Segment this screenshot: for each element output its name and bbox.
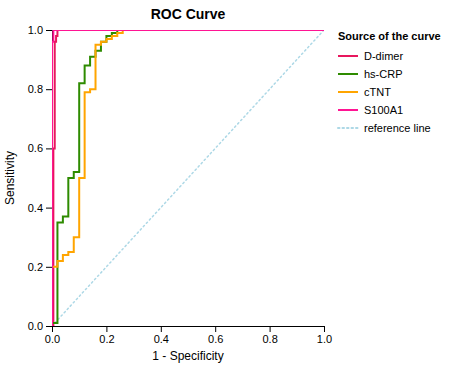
legend: Source of the curve D-dimer hs-CRP cTNT S100… (338, 30, 441, 134)
legend-swatch (338, 91, 358, 93)
tick-label: 0.6 (208, 333, 223, 345)
tick: 0.0 (45, 326, 60, 345)
tick-mark (106, 326, 107, 332)
lines (52, 30, 324, 326)
tick-label: 0.8 (28, 83, 43, 95)
title: ROC Curve (151, 6, 226, 22)
legend-label: cTNT (364, 86, 391, 98)
tick-label: 1.0 (28, 24, 43, 36)
tick-mark (270, 326, 271, 332)
legend-label: D-dimer (364, 50, 403, 62)
legend-label: hs-CRP (364, 68, 403, 80)
tick-mark (46, 326, 52, 327)
legend-item: reference line (338, 122, 431, 134)
tick-mark (46, 208, 52, 209)
legend-swatch (338, 73, 358, 75)
legend-label: S100A1 (364, 104, 403, 116)
legend-item: D-dimer (338, 50, 403, 62)
x-axis: 0.0 0.2 0.4 0.6 0.8 1.0 (45, 326, 332, 345)
plot: 0.0 0.2 0.4 0.6 0.8 1.0 0.0 0.2 0.4 0.6 0.8 1.0 (28, 24, 332, 345)
tick-label: 0.2 (99, 333, 114, 345)
line (52, 30, 324, 326)
tick-mark (46, 89, 52, 90)
tick: 1.0 (317, 326, 332, 345)
chart: 0.0 0.2 0.4 0.6 0.8 1.0 0.0 0.2 0.4 0.6 0.8 1.0 ROC … (0, 0, 474, 368)
tick-label: 0.8 (262, 333, 277, 345)
tick-label: 0.0 (45, 333, 60, 345)
axis-line (53, 327, 325, 333)
legend-label: reference line (364, 122, 431, 134)
tick-label: 0.4 (28, 202, 43, 214)
y-axis: 0.0 0.2 0.4 0.6 0.8 1.0 (28, 24, 53, 332)
tick: 0.2 (28, 261, 52, 273)
legend-swatch (338, 55, 358, 57)
line (52, 30, 324, 326)
tick: 0.4 (154, 326, 169, 345)
tick-label: 1.0 (317, 333, 332, 345)
line (52, 30, 324, 326)
line (52, 30, 324, 326)
axis-line (46, 31, 53, 327)
legend-item: S100A1 (338, 104, 403, 116)
tick-mark (161, 326, 162, 332)
y-axis-title: Sensitivity (3, 151, 17, 205)
tick-label: 0.4 (154, 333, 169, 345)
tick-mark (46, 148, 52, 149)
x-axis-title: 1 - Specificity (152, 349, 223, 363)
tick-label: 0.6 (28, 142, 43, 154)
legend-swatch (338, 127, 358, 129)
tick: 1.0 (28, 24, 52, 36)
tick: 0.8 (262, 326, 277, 345)
tick-label: 0.2 (28, 261, 43, 273)
tick: 0.6 (208, 326, 223, 345)
legend-title: Source of the curve (338, 30, 441, 42)
tick-mark (46, 267, 52, 268)
legend-swatch (338, 109, 358, 111)
tick: 0.4 (28, 202, 52, 214)
tick: 0.2 (99, 326, 114, 345)
tick: 0.8 (28, 83, 52, 95)
legend-item: hs-CRP (338, 68, 403, 80)
tick-mark (46, 30, 52, 31)
tick-mark (324, 326, 325, 332)
legend-item: cTNT (338, 86, 391, 98)
line (52, 30, 324, 326)
tick: 0.6 (28, 142, 52, 154)
tick-label: 0.0 (28, 320, 43, 332)
tick-mark (215, 326, 216, 332)
tick: 0.0 (28, 320, 52, 332)
